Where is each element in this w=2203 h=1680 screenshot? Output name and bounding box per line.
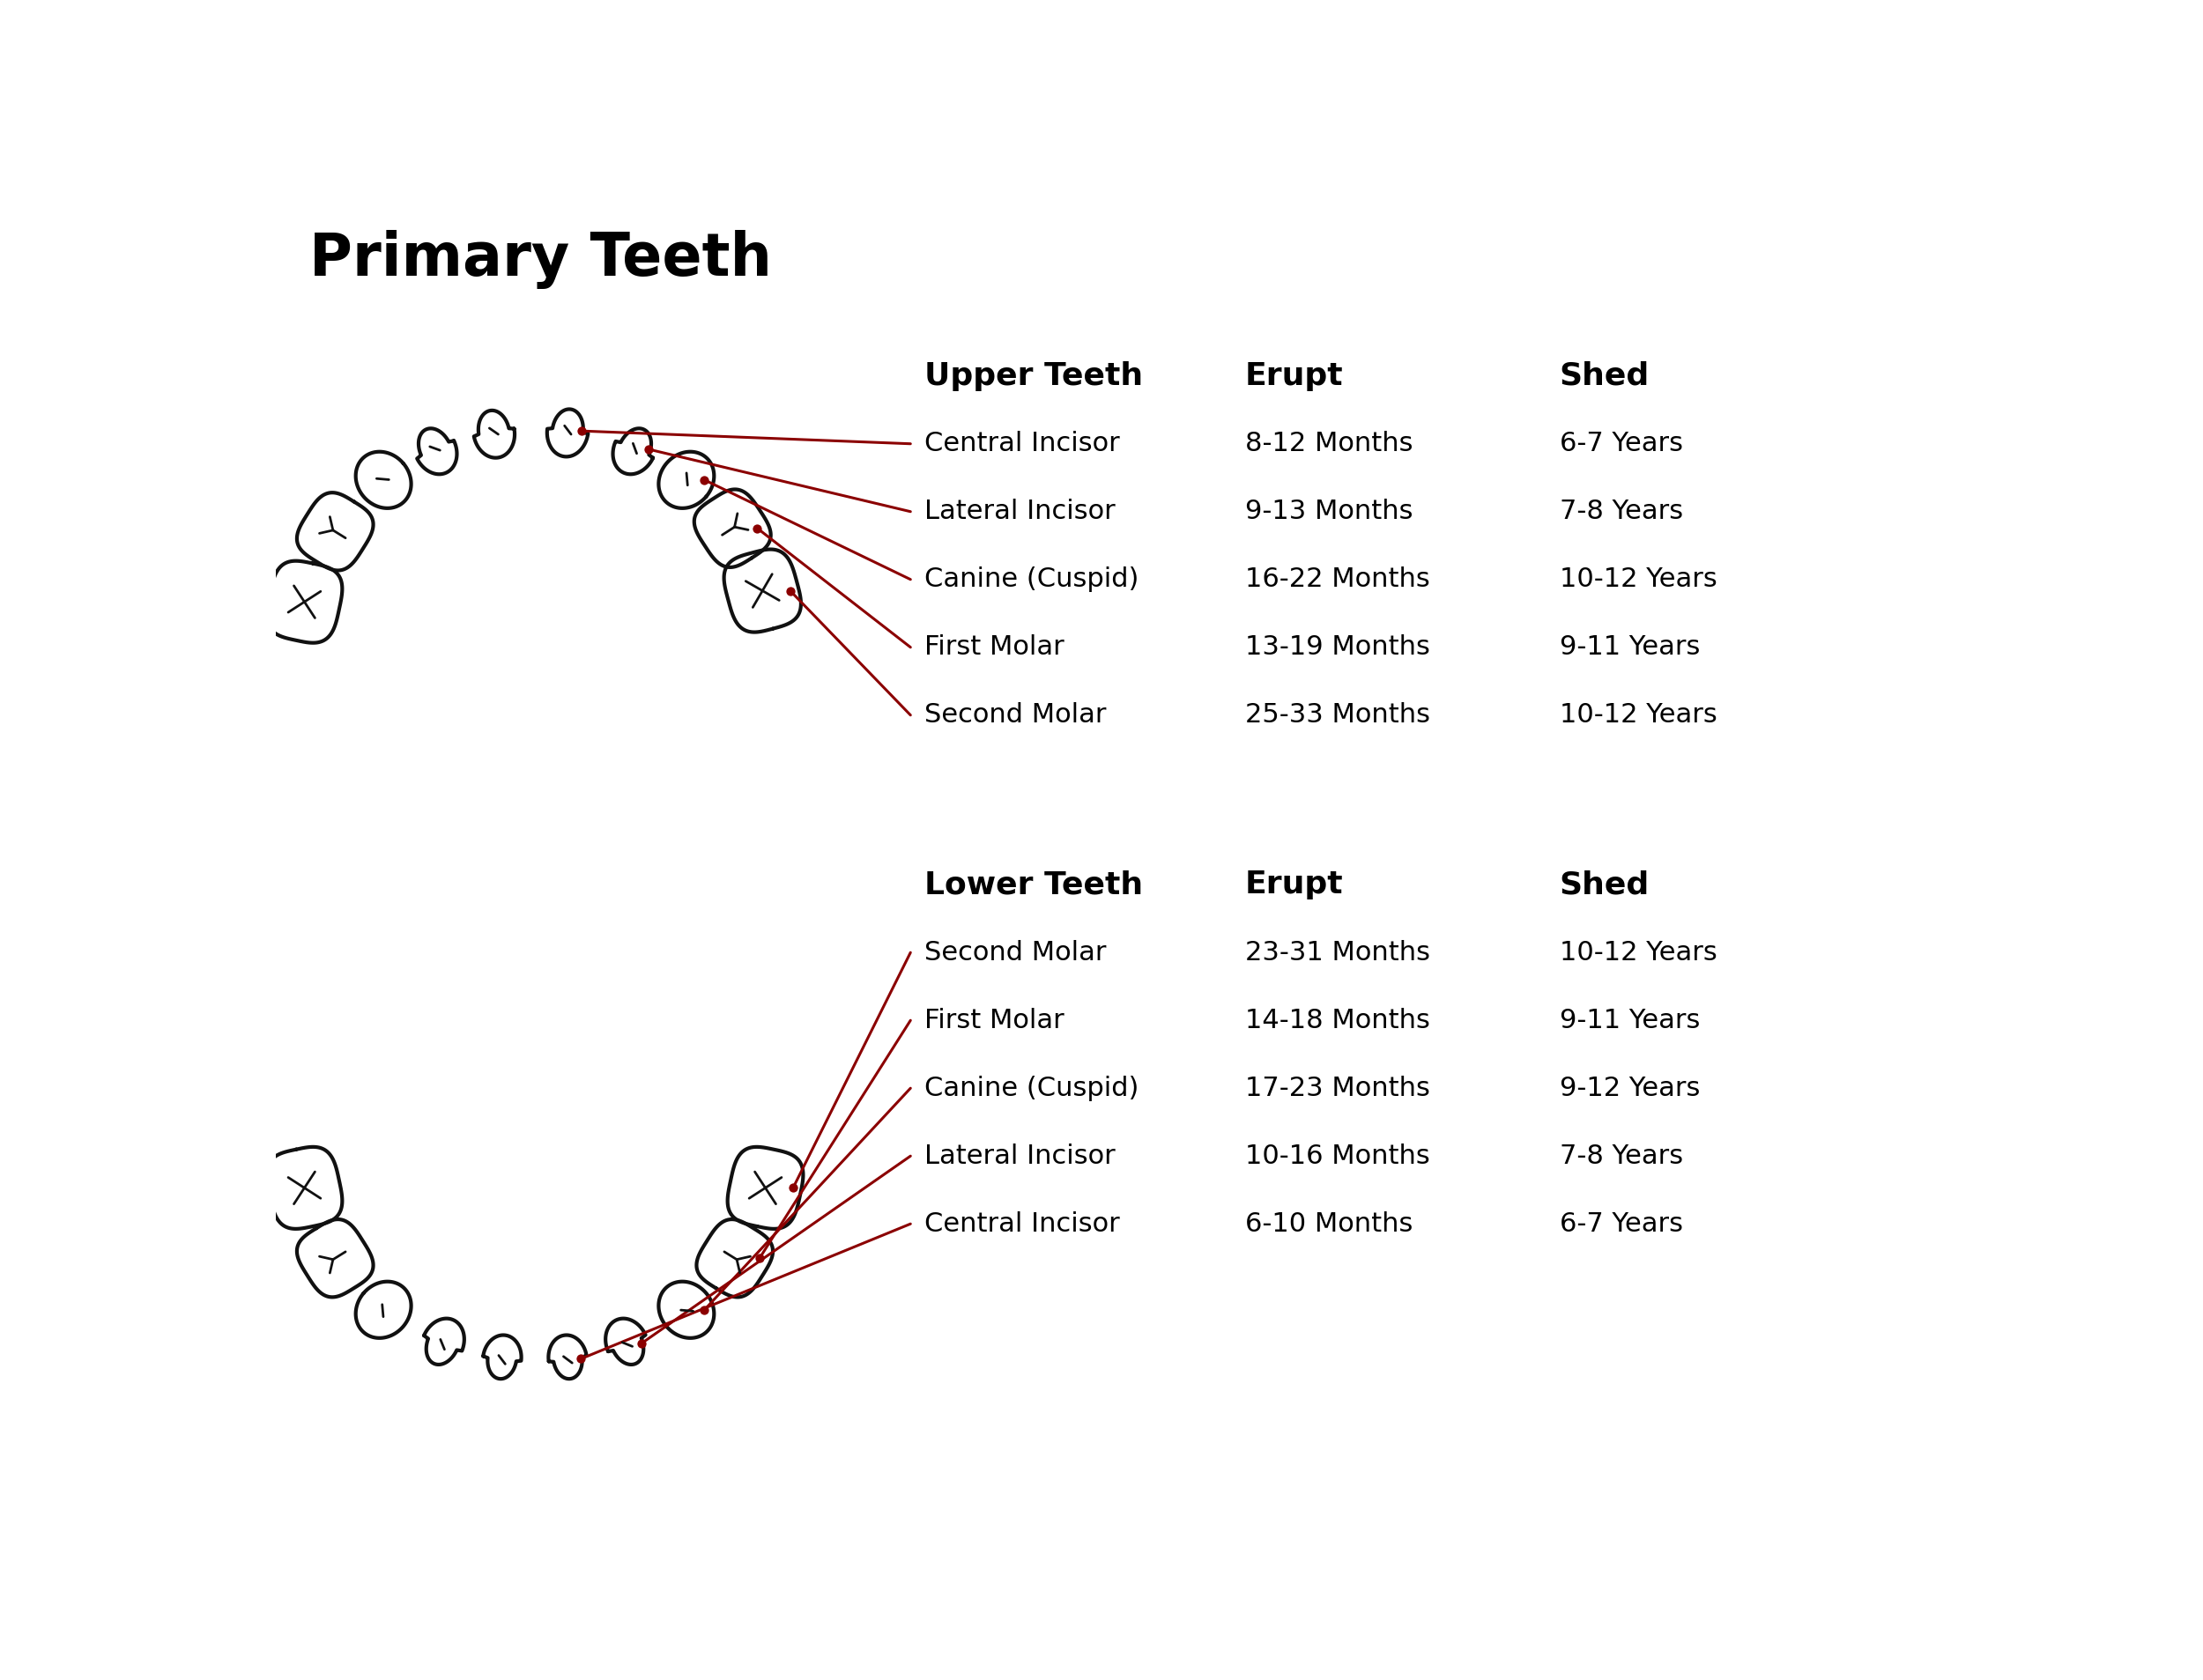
Point [564,1346,599,1373]
Text: Second Molar: Second Molar [925,939,1106,966]
Text: Upper Teeth: Upper Teeth [925,361,1143,391]
Text: 17-23 Months: 17-23 Months [1245,1075,1430,1100]
Text: 10-12 Years: 10-12 Years [1560,702,1716,727]
Text: Canine (Cuspid): Canine (Cuspid) [925,1075,1139,1100]
Point [632,435,668,462]
Polygon shape [482,1336,522,1379]
Text: 6-7 Years: 6-7 Years [1560,1211,1683,1236]
Text: 16-22 Months: 16-22 Months [1245,566,1430,593]
Polygon shape [355,452,412,507]
Polygon shape [659,1282,714,1337]
Polygon shape [297,492,372,571]
Polygon shape [267,1147,341,1228]
Point [773,578,809,605]
Point [687,1297,723,1324]
Text: First Molar: First Molar [925,635,1064,660]
Polygon shape [549,1336,586,1379]
Text: 23-31 Months: 23-31 Months [1245,939,1430,966]
Text: Second Molar: Second Molar [925,702,1106,727]
Point [742,1245,778,1272]
Polygon shape [267,561,341,643]
Polygon shape [727,1147,804,1228]
Polygon shape [696,1220,773,1297]
Text: 25-33 Months: 25-33 Months [1245,702,1430,727]
Text: 6-7 Years: 6-7 Years [1560,432,1683,457]
Text: Lateral Incisor: Lateral Incisor [925,1144,1115,1169]
Text: 6-10 Months: 6-10 Months [1245,1211,1412,1236]
Polygon shape [416,428,456,474]
Polygon shape [546,410,588,457]
Polygon shape [612,428,652,474]
Point [564,418,599,445]
Text: 8-12 Months: 8-12 Months [1245,432,1412,457]
Polygon shape [694,489,771,568]
Text: Erupt: Erupt [1245,361,1344,391]
Text: 9-12 Years: 9-12 Years [1560,1075,1701,1100]
Text: Central Incisor: Central Incisor [925,432,1119,457]
Text: 10-12 Years: 10-12 Years [1560,939,1716,966]
Polygon shape [474,410,516,457]
Text: Canine (Cuspid): Canine (Cuspid) [925,566,1139,593]
Text: 13-19 Months: 13-19 Months [1245,635,1430,660]
Text: Lateral Incisor: Lateral Incisor [925,499,1115,524]
Text: 7-8 Years: 7-8 Years [1560,1144,1683,1169]
Polygon shape [725,549,802,632]
Text: First Molar: First Molar [925,1008,1064,1033]
Text: Shed: Shed [1560,870,1650,900]
Point [775,1174,811,1201]
Point [623,1331,659,1357]
Polygon shape [423,1319,465,1364]
Text: Primary Teeth: Primary Teeth [308,230,773,289]
Text: 9-13 Months: 9-13 Months [1245,499,1412,524]
Text: Lower Teeth: Lower Teeth [925,870,1143,900]
Text: Central Incisor: Central Incisor [925,1211,1119,1236]
Text: 9-11 Years: 9-11 Years [1560,635,1701,660]
Point [740,514,775,541]
Text: 14-18 Months: 14-18 Months [1245,1008,1430,1033]
Polygon shape [297,1220,372,1297]
Polygon shape [355,1282,412,1337]
Text: 7-8 Years: 7-8 Years [1560,499,1683,524]
Text: 10-12 Years: 10-12 Years [1560,566,1716,593]
Text: Shed: Shed [1560,361,1650,391]
Text: 10-16 Months: 10-16 Months [1245,1144,1430,1169]
Text: 9-11 Years: 9-11 Years [1560,1008,1701,1033]
Polygon shape [659,452,714,507]
Polygon shape [606,1319,645,1364]
Text: Erupt: Erupt [1245,870,1344,900]
Point [687,467,723,494]
